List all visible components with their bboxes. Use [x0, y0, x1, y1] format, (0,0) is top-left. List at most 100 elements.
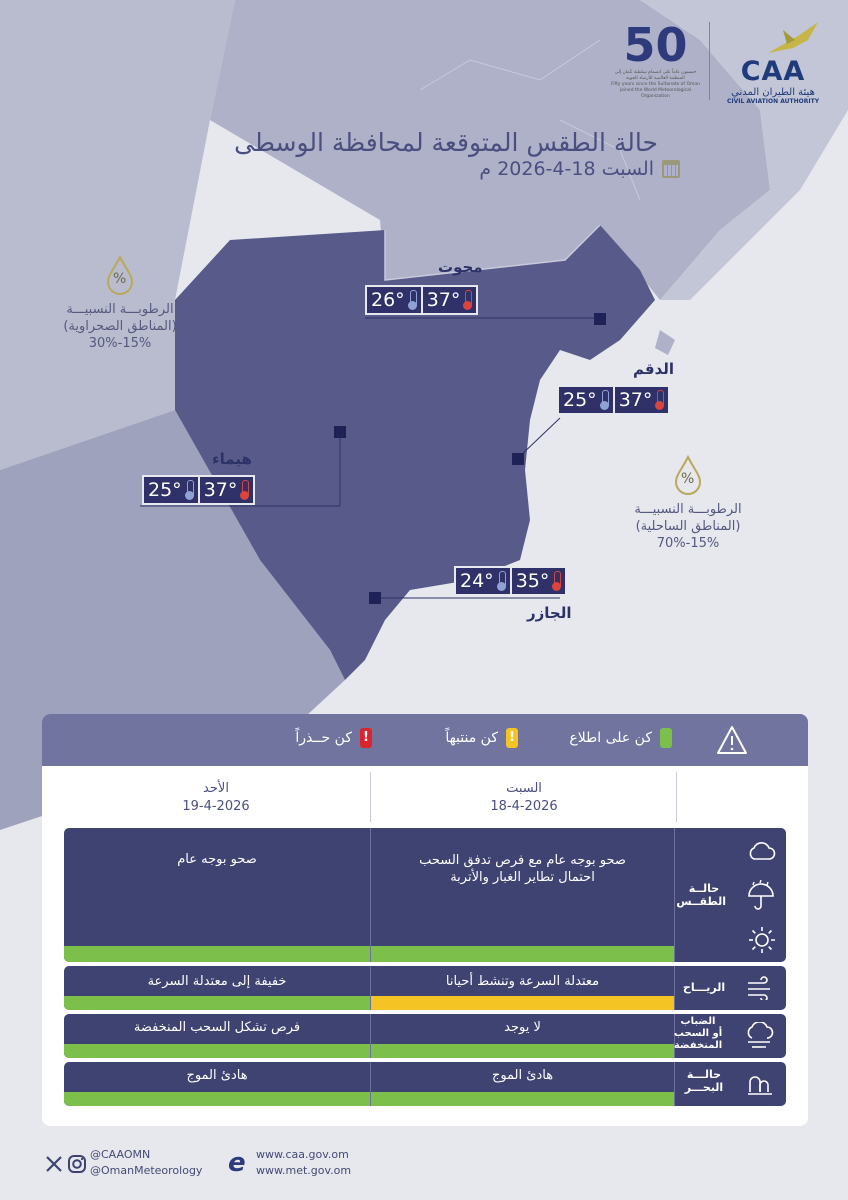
forecast-panel: كن على اطلاع ! كن منتبهاً ! كن حــذراً ا… — [42, 714, 808, 1126]
land-west — [0, 0, 235, 470]
humidity-drop-icon: % — [104, 254, 136, 295]
green-square-icon — [660, 728, 672, 748]
min-temp-cell: 25° — [144, 477, 198, 503]
caa-abbr: CAA — [740, 56, 806, 87]
day-name: السبت — [506, 781, 542, 796]
sea-saturday-level — [371, 1092, 674, 1106]
thermometer-cold-icon — [496, 571, 506, 591]
temp-box-haima: 25° 37° — [142, 475, 256, 505]
weather-label: حالــة الطقــس — [676, 882, 726, 908]
day-date: 19-4-2026 — [182, 799, 250, 814]
legend-alert: ! كن منتبهاً — [445, 728, 518, 748]
day-saturday: السبت 18-4-2026 — [374, 780, 674, 816]
city-name-duqm: الدقم — [633, 360, 675, 378]
website-met[interactable]: www.met.gov.om — [256, 1164, 352, 1177]
wind-sunday-level — [64, 996, 370, 1010]
weather-saturday-line1: صحو بوجه عام مع فرص تدفق السحب — [419, 853, 626, 868]
humidity-desert-label: الرطوبـــة النسبيـــة — [66, 302, 174, 317]
sea-sunday: هادئ الموج — [186, 1068, 248, 1083]
max-temp-cell: 37° — [420, 287, 477, 313]
max-temp-cell: 37° — [197, 477, 254, 503]
city-name-haima: هيماء — [212, 450, 252, 468]
thermometer-hot-icon — [240, 480, 250, 500]
temp-box-mahout: 26° 37° — [365, 285, 479, 315]
fog-sunday-level — [64, 1044, 370, 1058]
percent-symbol: % — [681, 471, 695, 487]
web-icon: e — [228, 1148, 246, 1178]
max-temp: 37° — [426, 289, 461, 311]
sea-label: حالـــة البحـــر — [682, 1068, 726, 1094]
anniversary-english: Fifty years since the Sultanate of Oman … — [611, 82, 700, 99]
max-temp: 37° — [203, 479, 238, 501]
fog-cloud-icon — [747, 1022, 774, 1048]
sea-label-cell: حالـــة البحـــر — [674, 1062, 786, 1106]
thermometer-hot-icon — [655, 390, 665, 410]
fog-label-line1: الضباب — [680, 1016, 716, 1027]
weather-sunday-level — [64, 946, 370, 962]
logo-divider — [709, 22, 710, 100]
fog-saturday-level — [371, 1044, 674, 1058]
date-row: السبت 18-4-2026 م — [479, 158, 680, 180]
red-alert-icon: ! — [360, 728, 372, 748]
day-divider — [676, 772, 677, 822]
max-temp-cell: 37° — [612, 387, 669, 413]
wave-icon — [748, 1076, 772, 1095]
instagram-icon[interactable] — [67, 1154, 87, 1174]
weather-sunday: صحو بوجه عام — [64, 852, 370, 867]
min-temp-cell: 24° — [456, 568, 510, 594]
umbrella-rain-icon — [748, 880, 774, 910]
row-wind: خفيفة إلى معتدلة السرعة معتدلة السرعة وت… — [64, 966, 786, 1010]
row-sea: هادئ الموج هادئ الموج حالـــة البحـــر — [64, 1062, 786, 1106]
forecast-date: السبت 18-4-2026 م — [479, 158, 654, 180]
city-name-mahout: محوت — [438, 258, 483, 276]
anniversary-logo: 50 خمسون عاماً على انضمام سلطنة عُمان إل… — [608, 20, 703, 104]
wind-label-cell: الريـــاح — [674, 966, 786, 1010]
wind-sunday: خفيفة إلى معتدلة السرعة — [147, 974, 287, 989]
thermometer-cold-icon — [184, 480, 194, 500]
sea-saturday: هادئ الموج — [370, 1062, 674, 1106]
weather-saturday-line2: احتمال تطاير الغبار والأتربة — [450, 870, 595, 885]
max-temp-cell: 35° — [509, 568, 566, 594]
min-temp-cell: 25° — [559, 387, 613, 413]
wind-label: الريـــاح — [682, 981, 726, 994]
fog-label-line2: أو السحب — [673, 1028, 723, 1039]
wind-icon — [748, 976, 770, 1000]
social-icons — [45, 1154, 87, 1174]
day-sunday: الأحد 19-4-2026 — [66, 780, 366, 816]
fog-saturday: لا يوجد — [370, 1014, 674, 1058]
websites: www.caa.gov.om www.met.gov.om — [256, 1147, 351, 1179]
calendar-icon — [662, 160, 680, 178]
day-divider — [370, 772, 371, 822]
x-icon[interactable] — [45, 1155, 63, 1173]
min-temp: 25° — [148, 479, 182, 501]
day-headers: السبت 18-4-2026 الأحد 19-4-2026 — [42, 766, 808, 826]
x-handle[interactable]: @CAAOMN — [90, 1148, 151, 1161]
weather-sunday-text: صحو بوجه عام — [177, 852, 257, 867]
marker-duqm — [512, 453, 524, 465]
min-temp: 26° — [371, 289, 405, 311]
anniversary-arabic: خمسون عاماً على انضمام سلطنة عُمان إلى ا… — [614, 70, 697, 81]
fog-label: الضباب أو السحب المنخفضة — [670, 1016, 726, 1052]
legend-alert-label: كن منتبهاً — [445, 730, 498, 746]
instagram-handle[interactable]: @OmanMeteorology — [90, 1164, 203, 1177]
website-caa[interactable]: www.caa.gov.om — [256, 1148, 349, 1161]
humidity-desert: % الرطوبـــة النسبيـــة (المناطق الصحراو… — [40, 254, 200, 352]
fog-label-cell: الضباب أو السحب المنخفضة — [674, 1014, 786, 1058]
marker-haima — [334, 426, 346, 438]
sun-icon — [749, 927, 775, 953]
al-wusta-region — [175, 225, 655, 680]
thermometer-hot-icon — [552, 571, 562, 591]
humidity-coastal-label: الرطوبـــة النسبيـــة — [634, 502, 742, 517]
legend-aware: كن على اطلاع — [569, 728, 672, 748]
wind-saturday: معتدلة السرعة وتنشط أحيانا — [370, 966, 674, 1010]
humidity-desert-sub: (المناطق الصحراوية) — [63, 319, 177, 334]
max-temp: 35° — [515, 570, 550, 592]
legend-caution: ! كن حــذراً — [295, 728, 372, 748]
humidity-coastal-value: 15%-70% — [656, 536, 720, 551]
row-weather: صحو بوجه عام صحو بوجه عام مع فرص تدفق ال… — [64, 828, 786, 962]
min-temp: 24° — [460, 570, 494, 592]
temp-box-duqm: 25° 37° — [557, 385, 671, 415]
legend-bar: كن على اطلاع ! كن منتبهاً ! كن حــذراً — [42, 714, 808, 766]
sea-sunday-level — [64, 1092, 370, 1106]
temp-box-jazir: 24° 35° — [454, 566, 568, 596]
